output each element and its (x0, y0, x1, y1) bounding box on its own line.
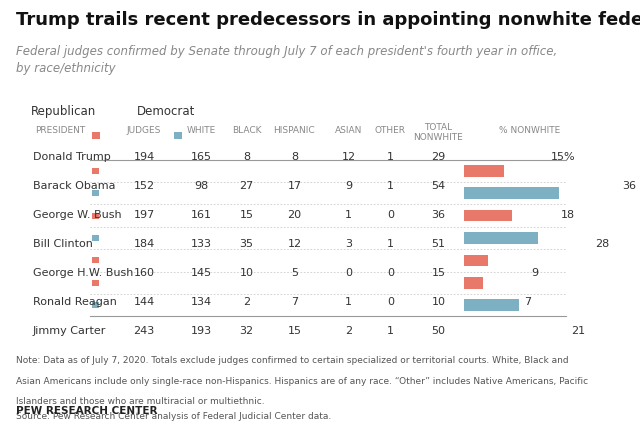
Text: 12: 12 (287, 238, 301, 248)
Text: 8: 8 (243, 151, 250, 161)
Text: 1: 1 (387, 151, 394, 161)
Text: 160: 160 (134, 267, 154, 277)
Text: 5: 5 (291, 267, 298, 277)
Text: WHITE: WHITE (187, 125, 216, 135)
FancyBboxPatch shape (92, 168, 99, 175)
Text: 134: 134 (191, 296, 212, 306)
Text: 7: 7 (291, 296, 298, 306)
Text: 18: 18 (561, 209, 575, 219)
Text: Jimmy Carter: Jimmy Carter (33, 325, 106, 335)
Text: Bill Clinton: Bill Clinton (33, 238, 93, 248)
Text: 15: 15 (431, 267, 445, 277)
Text: 1: 1 (387, 180, 394, 190)
FancyBboxPatch shape (92, 258, 99, 264)
Text: Ronald Reagan: Ronald Reagan (33, 296, 116, 306)
Text: 145: 145 (191, 267, 212, 277)
Text: 9: 9 (531, 267, 538, 277)
Text: Note: Data as of July 7, 2020. Totals exclude judges confirmed to certain specia: Note: Data as of July 7, 2020. Totals ex… (16, 355, 568, 364)
FancyBboxPatch shape (465, 188, 559, 200)
Text: 50: 50 (431, 325, 445, 335)
Text: 2: 2 (345, 325, 353, 335)
Text: OTHER: OTHER (375, 125, 406, 135)
FancyBboxPatch shape (92, 133, 100, 140)
Text: Islanders and those who are multiracial or multiethnic.: Islanders and those who are multiracial … (16, 396, 264, 405)
Text: 0: 0 (346, 267, 352, 277)
Text: Trump trails recent predecessors in appointing nonwhite federal judges: Trump trails recent predecessors in appo… (16, 11, 640, 29)
Text: 193: 193 (191, 325, 212, 335)
Text: 15: 15 (239, 209, 253, 219)
FancyBboxPatch shape (92, 213, 99, 219)
Text: Federal judges confirmed by Senate through July 7 of each president's fourth yea: Federal judges confirmed by Senate throu… (16, 45, 557, 75)
FancyBboxPatch shape (465, 277, 483, 289)
Text: 161: 161 (191, 209, 212, 219)
Text: TOTAL
NONWHITE: TOTAL NONWHITE (413, 122, 463, 141)
Text: 165: 165 (191, 151, 212, 161)
FancyBboxPatch shape (92, 191, 99, 197)
Text: 36: 36 (622, 180, 636, 190)
Text: George H.W. Bush: George H.W. Bush (33, 267, 133, 277)
Text: 7: 7 (524, 296, 531, 306)
Text: 184: 184 (133, 238, 155, 248)
Text: 35: 35 (239, 238, 253, 248)
Text: PEW RESEARCH CENTER: PEW RESEARCH CENTER (16, 406, 157, 415)
FancyBboxPatch shape (465, 233, 538, 244)
Text: Republican: Republican (31, 104, 96, 117)
Text: PRESIDENT: PRESIDENT (35, 125, 86, 135)
Text: 20: 20 (287, 209, 301, 219)
Text: Source: Pew Research Center analysis of Federal Judicial Center data.: Source: Pew Research Center analysis of … (16, 411, 332, 420)
FancyBboxPatch shape (465, 299, 520, 311)
FancyBboxPatch shape (92, 302, 99, 308)
Text: ASIAN: ASIAN (335, 125, 362, 135)
Text: 9: 9 (345, 180, 353, 190)
Text: 15%: 15% (551, 151, 576, 161)
Text: 2: 2 (243, 296, 250, 306)
Text: 152: 152 (133, 180, 155, 190)
Text: 1: 1 (346, 209, 352, 219)
Text: Donald Trump: Donald Trump (33, 151, 111, 161)
Text: HISPANIC: HISPANIC (273, 125, 316, 135)
Text: BLACK: BLACK (232, 125, 261, 135)
Text: George W. Bush: George W. Bush (33, 209, 122, 219)
Text: 21: 21 (572, 325, 586, 335)
Text: JUDGES: JUDGES (127, 125, 161, 135)
Text: 27: 27 (239, 180, 253, 190)
Text: Asian Americans include only single-race non-Hispanics. Hispanics are of any rac: Asian Americans include only single-race… (16, 376, 588, 385)
Text: 1: 1 (346, 296, 352, 306)
Text: % NONWHITE: % NONWHITE (499, 125, 561, 135)
FancyBboxPatch shape (92, 280, 99, 286)
Text: Barack Obama: Barack Obama (33, 180, 115, 190)
Text: 36: 36 (431, 209, 445, 219)
Text: 12: 12 (342, 151, 356, 161)
Text: 0: 0 (387, 267, 394, 277)
Text: 8: 8 (291, 151, 298, 161)
Text: 29: 29 (431, 151, 445, 161)
FancyBboxPatch shape (174, 133, 182, 140)
FancyBboxPatch shape (465, 255, 488, 267)
Text: 0: 0 (387, 209, 394, 219)
FancyBboxPatch shape (465, 210, 511, 222)
Text: 133: 133 (191, 238, 212, 248)
Text: 197: 197 (133, 209, 155, 219)
Text: 51: 51 (431, 238, 445, 248)
Text: 144: 144 (133, 296, 155, 306)
Text: 32: 32 (239, 325, 253, 335)
Text: 28: 28 (595, 238, 609, 248)
FancyBboxPatch shape (465, 166, 504, 177)
Text: 15: 15 (287, 325, 301, 335)
Text: 1: 1 (387, 238, 394, 248)
Text: 54: 54 (431, 180, 445, 190)
Text: Democrat: Democrat (136, 104, 195, 117)
Text: 243: 243 (133, 325, 155, 335)
Text: 17: 17 (287, 180, 301, 190)
Text: 194: 194 (133, 151, 155, 161)
Text: 10: 10 (431, 296, 445, 306)
FancyBboxPatch shape (92, 235, 99, 242)
Text: 0: 0 (387, 296, 394, 306)
Text: 10: 10 (239, 267, 253, 277)
Text: 3: 3 (346, 238, 352, 248)
Text: 1: 1 (387, 325, 394, 335)
Text: 98: 98 (195, 180, 209, 190)
